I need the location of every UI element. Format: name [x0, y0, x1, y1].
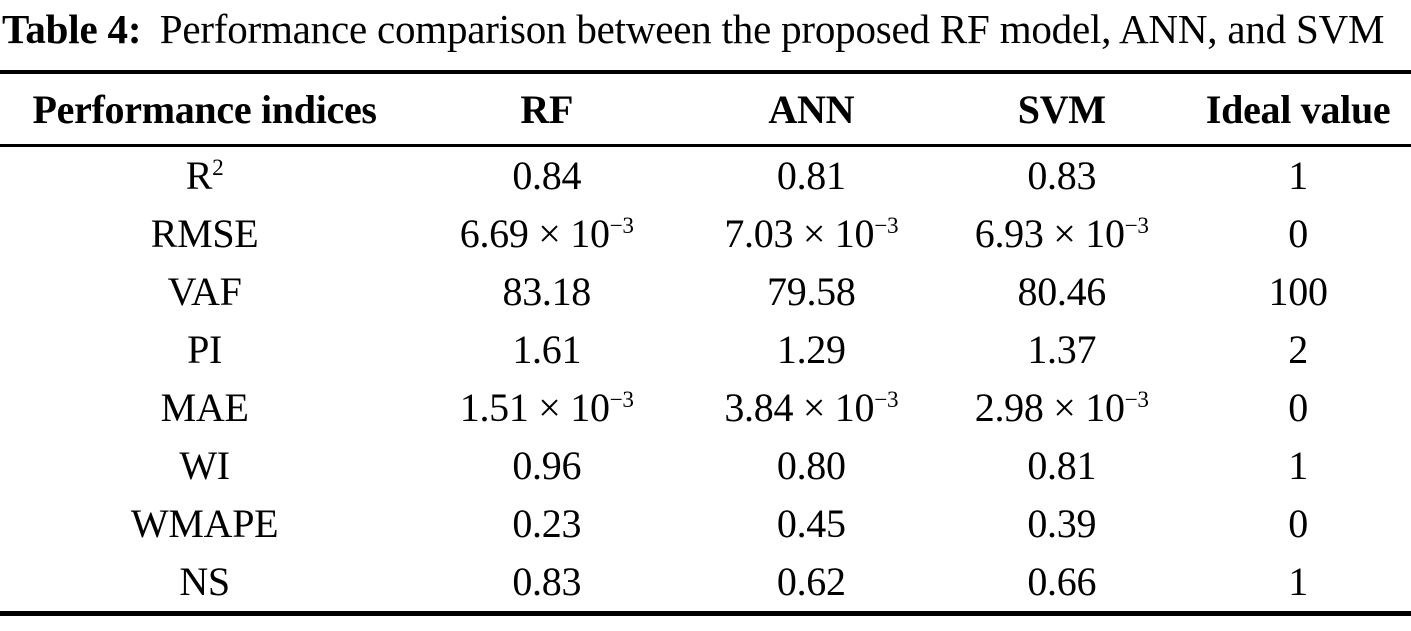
value-cell: 0.83: [512, 559, 582, 605]
row-label: WI: [179, 443, 230, 489]
column-header-ann: ANN: [684, 72, 939, 148]
value-cell: 0.45: [776, 501, 846, 547]
value-cell: 1.61: [512, 327, 582, 373]
value-cell: 0.80: [776, 443, 846, 489]
value-cell: 1.51 × 10−3: [459, 385, 634, 431]
row-label: RMSE: [150, 211, 259, 257]
header-row: Performance indices RF ANN SVM Ideal val…: [0, 72, 1411, 148]
value-cell: 2.98 × 10−3: [974, 385, 1149, 431]
table-row: VAF 83.18 79.58 80.46 100: [0, 263, 1411, 321]
table-row: WMAPE 0.23 0.45 0.39 0: [0, 495, 1411, 553]
value-cell: 0.39: [1027, 501, 1097, 547]
row-label: WMAPE: [130, 501, 279, 547]
table-caption-text: Performance comparison between the propo…: [159, 6, 1385, 52]
table-row: R2 0.84 0.81 0.83 1: [0, 146, 1411, 206]
column-header-performance-indices: Performance indices: [0, 72, 410, 148]
value-cell: 6.93 × 10−3: [974, 211, 1149, 257]
value-cell: 1.37: [1027, 327, 1097, 373]
value-cell: 0.23: [512, 501, 582, 547]
row-label: PI: [187, 327, 223, 373]
table-row: PI 1.61 1.29 1.37 2: [0, 321, 1411, 379]
value-cell: 0.62: [776, 559, 846, 605]
row-label: R2: [185, 153, 224, 199]
table-caption-label: Table 4:: [2, 6, 142, 52]
row-label: MAE: [160, 385, 249, 431]
value-cell: 0: [1288, 501, 1308, 547]
table-caption: Table 4: Performance comparison between t…: [2, 4, 1411, 54]
value-cell: 0.84: [512, 153, 582, 199]
row-label: VAF: [167, 269, 242, 315]
value-cell: 1: [1288, 153, 1308, 199]
value-cell: 7.03 × 10−3: [724, 211, 899, 257]
value-cell: 0.96: [512, 443, 582, 489]
value-cell: 0.81: [1027, 443, 1097, 489]
value-cell: 1: [1288, 443, 1308, 489]
value-cell: 1.29: [776, 327, 846, 373]
value-cell: 100: [1268, 269, 1328, 315]
value-cell: 2: [1288, 327, 1308, 373]
value-cell: 3.84 × 10−3: [724, 385, 899, 431]
value-cell: 0.66: [1027, 559, 1097, 605]
value-cell: 1: [1288, 559, 1308, 605]
value-cell: 79.58: [767, 269, 856, 315]
value-cell: 83.18: [502, 269, 592, 315]
value-cell: 0: [1288, 385, 1308, 431]
column-header-rf: RF: [409, 72, 685, 148]
row-label: NS: [179, 559, 230, 605]
column-header-ideal-value: Ideal value: [1185, 72, 1411, 148]
value-cell: 6.69 × 10−3: [459, 211, 634, 257]
value-cell: 0.81: [776, 153, 846, 199]
table-row: WI 0.96 0.80 0.81 1: [0, 437, 1411, 495]
value-cell: 0.83: [1027, 153, 1097, 199]
column-header-svm: SVM: [938, 72, 1186, 148]
table-row: MAE 1.51 × 10−3 3.84 × 10−3 2.98 × 10−3 0: [0, 379, 1411, 437]
performance-table: Performance indices RF ANN SVM Ideal val…: [0, 70, 1411, 617]
table-body: R2 0.84 0.81 0.83 1 RMSE 6.69 × 10−3 7.03 × 10−…: [0, 146, 1411, 614]
value-cell: 80.46: [1017, 269, 1107, 315]
value-cell: 0: [1288, 211, 1308, 257]
table-row: NS 0.83 0.62 0.66 1: [0, 553, 1411, 614]
table-row: RMSE 6.69 × 10−3 7.03 × 10−3 6.93 × 10−3 0: [0, 205, 1411, 263]
